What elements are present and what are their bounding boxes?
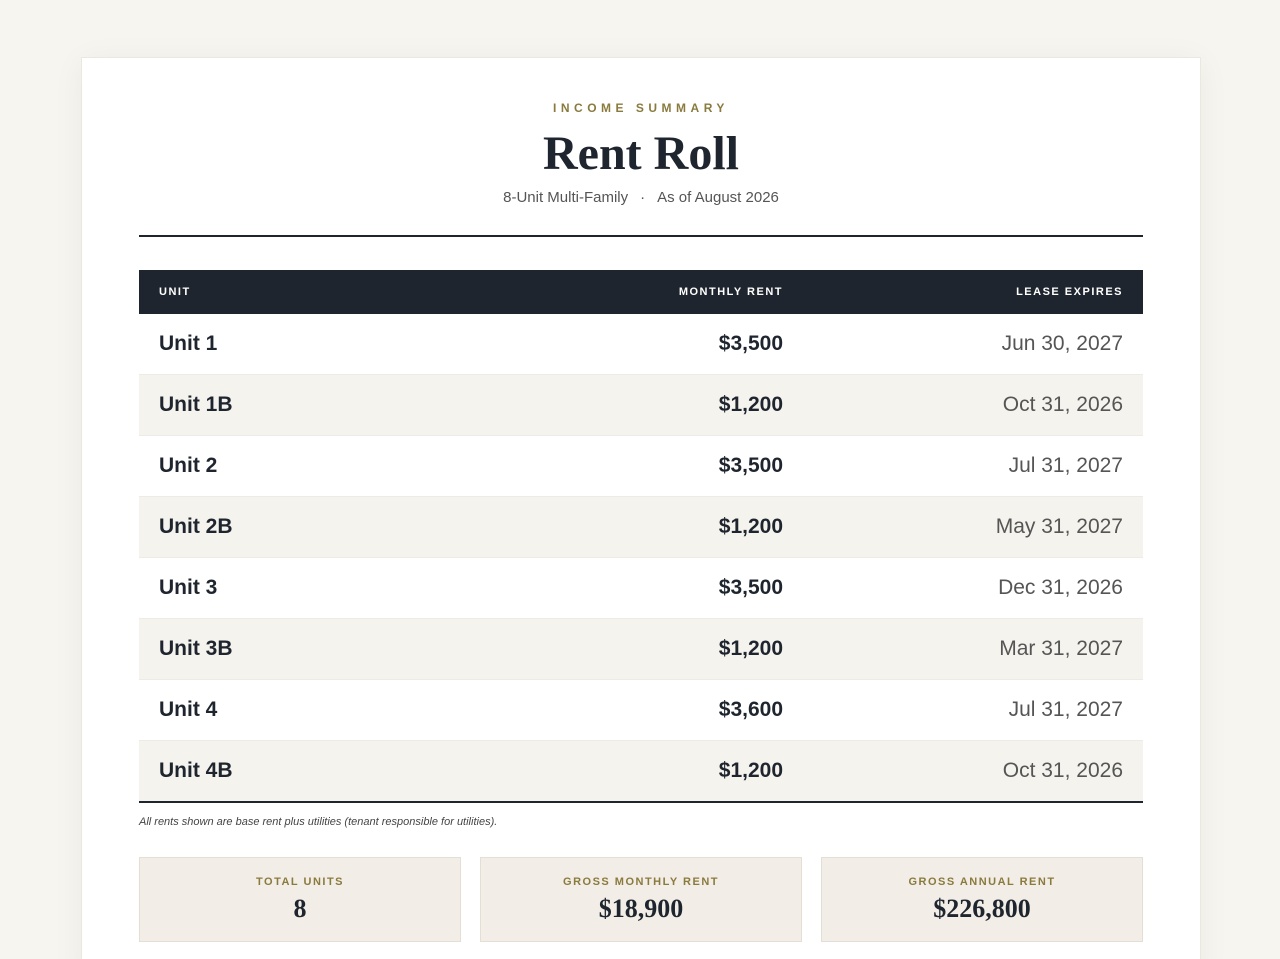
cell: Dec 31, 2026 (803, 557, 1143, 619)
summary-card: GROSS ANNUAL RENT $226,800 (821, 857, 1143, 942)
cell: Unit 1B (139, 374, 463, 436)
cell: $3,500 (463, 557, 803, 619)
as-of: As of August 2026 (657, 189, 779, 206)
table-row: Unit 1B $1,200 Oct 31, 2026 (139, 374, 1143, 436)
cell: Unit 4 (139, 679, 463, 741)
cell: Unit 3B (139, 618, 463, 680)
cell: $1,200 (463, 740, 803, 803)
column-header: MONTHLY RENT (463, 270, 803, 314)
property: 8-Unit Multi-Family (503, 189, 629, 206)
table-row: Unit 3 $3,500 Dec 31, 2026 (139, 557, 1143, 619)
table-row: Unit 2 $3,500 Jul 31, 2027 (139, 435, 1143, 497)
table-row: Unit 4B $1,200 Oct 31, 2026 (139, 740, 1143, 803)
summary-label: GROSS ANNUAL RENT (908, 876, 1056, 888)
cell: Jul 31, 2027 (803, 679, 1143, 741)
cell: Mar 31, 2027 (803, 618, 1143, 680)
summary-label: GROSS MONTHLY RENT (563, 876, 719, 888)
summary-label: TOTAL UNITS (256, 876, 344, 888)
summary-card: GROSS MONTHLY RENT $18,900 (480, 857, 802, 942)
cell: Unit 4B (139, 740, 463, 803)
cell: Oct 31, 2026 (803, 374, 1143, 436)
footnote: All rents shown are base rent plus utili… (139, 816, 498, 828)
title: Rent Roll (543, 127, 739, 180)
cell: Unit 2 (139, 435, 463, 497)
cell: Jul 31, 2027 (803, 435, 1143, 497)
cell: Jun 30, 2027 (803, 314, 1143, 375)
table-row: Unit 1 $3,500 Jun 30, 2027 (139, 314, 1143, 375)
card: INCOME SUMMARY Rent Roll 8-Unit Multi-Fa… (81, 57, 1201, 959)
cell: Oct 31, 2026 (803, 740, 1143, 803)
summary: TOTAL UNITS 8 GROSS MONTHLY RENT $18,900 GRO… (139, 857, 1143, 942)
eyebrow: INCOME SUMMARY (553, 101, 729, 115)
table-row: Unit 3B $1,200 Mar 31, 2027 (139, 618, 1143, 680)
cell: $1,200 (463, 496, 803, 558)
cell: Unit 2B (139, 496, 463, 558)
cell: $3,500 (463, 314, 803, 375)
rent-table: UNIT MONTHLY RENT LEASE EXPIRES Unit 1 $3,50… (139, 270, 1143, 803)
cell: $1,200 (463, 374, 803, 436)
column-header: UNIT (139, 270, 463, 314)
summary-value: $18,900 (598, 894, 684, 923)
cell: May 31, 2027 (803, 496, 1143, 558)
table-row: Unit 2B $1,200 May 31, 2027 (139, 496, 1143, 558)
cell: $3,500 (463, 435, 803, 497)
column-header: LEASE EXPIRES (803, 270, 1143, 314)
separator: · (640, 189, 646, 206)
summary-card: TOTAL UNITS 8 (139, 857, 461, 942)
header-row: UNIT MONTHLY RENT LEASE EXPIRES (139, 270, 1143, 314)
summary-value: $226,800 (933, 894, 1031, 923)
summary-value: 8 (293, 894, 307, 923)
table-row: Unit 4 $3,600 Jul 31, 2027 (139, 679, 1143, 741)
cell: Unit 1 (139, 314, 463, 375)
divider (139, 235, 1143, 237)
cell: $3,600 (463, 679, 803, 741)
subtitle: 8-Unit Multi-Family · As of August 2026 (139, 189, 1143, 206)
cell: Unit 3 (139, 557, 463, 619)
cell: $1,200 (463, 618, 803, 680)
